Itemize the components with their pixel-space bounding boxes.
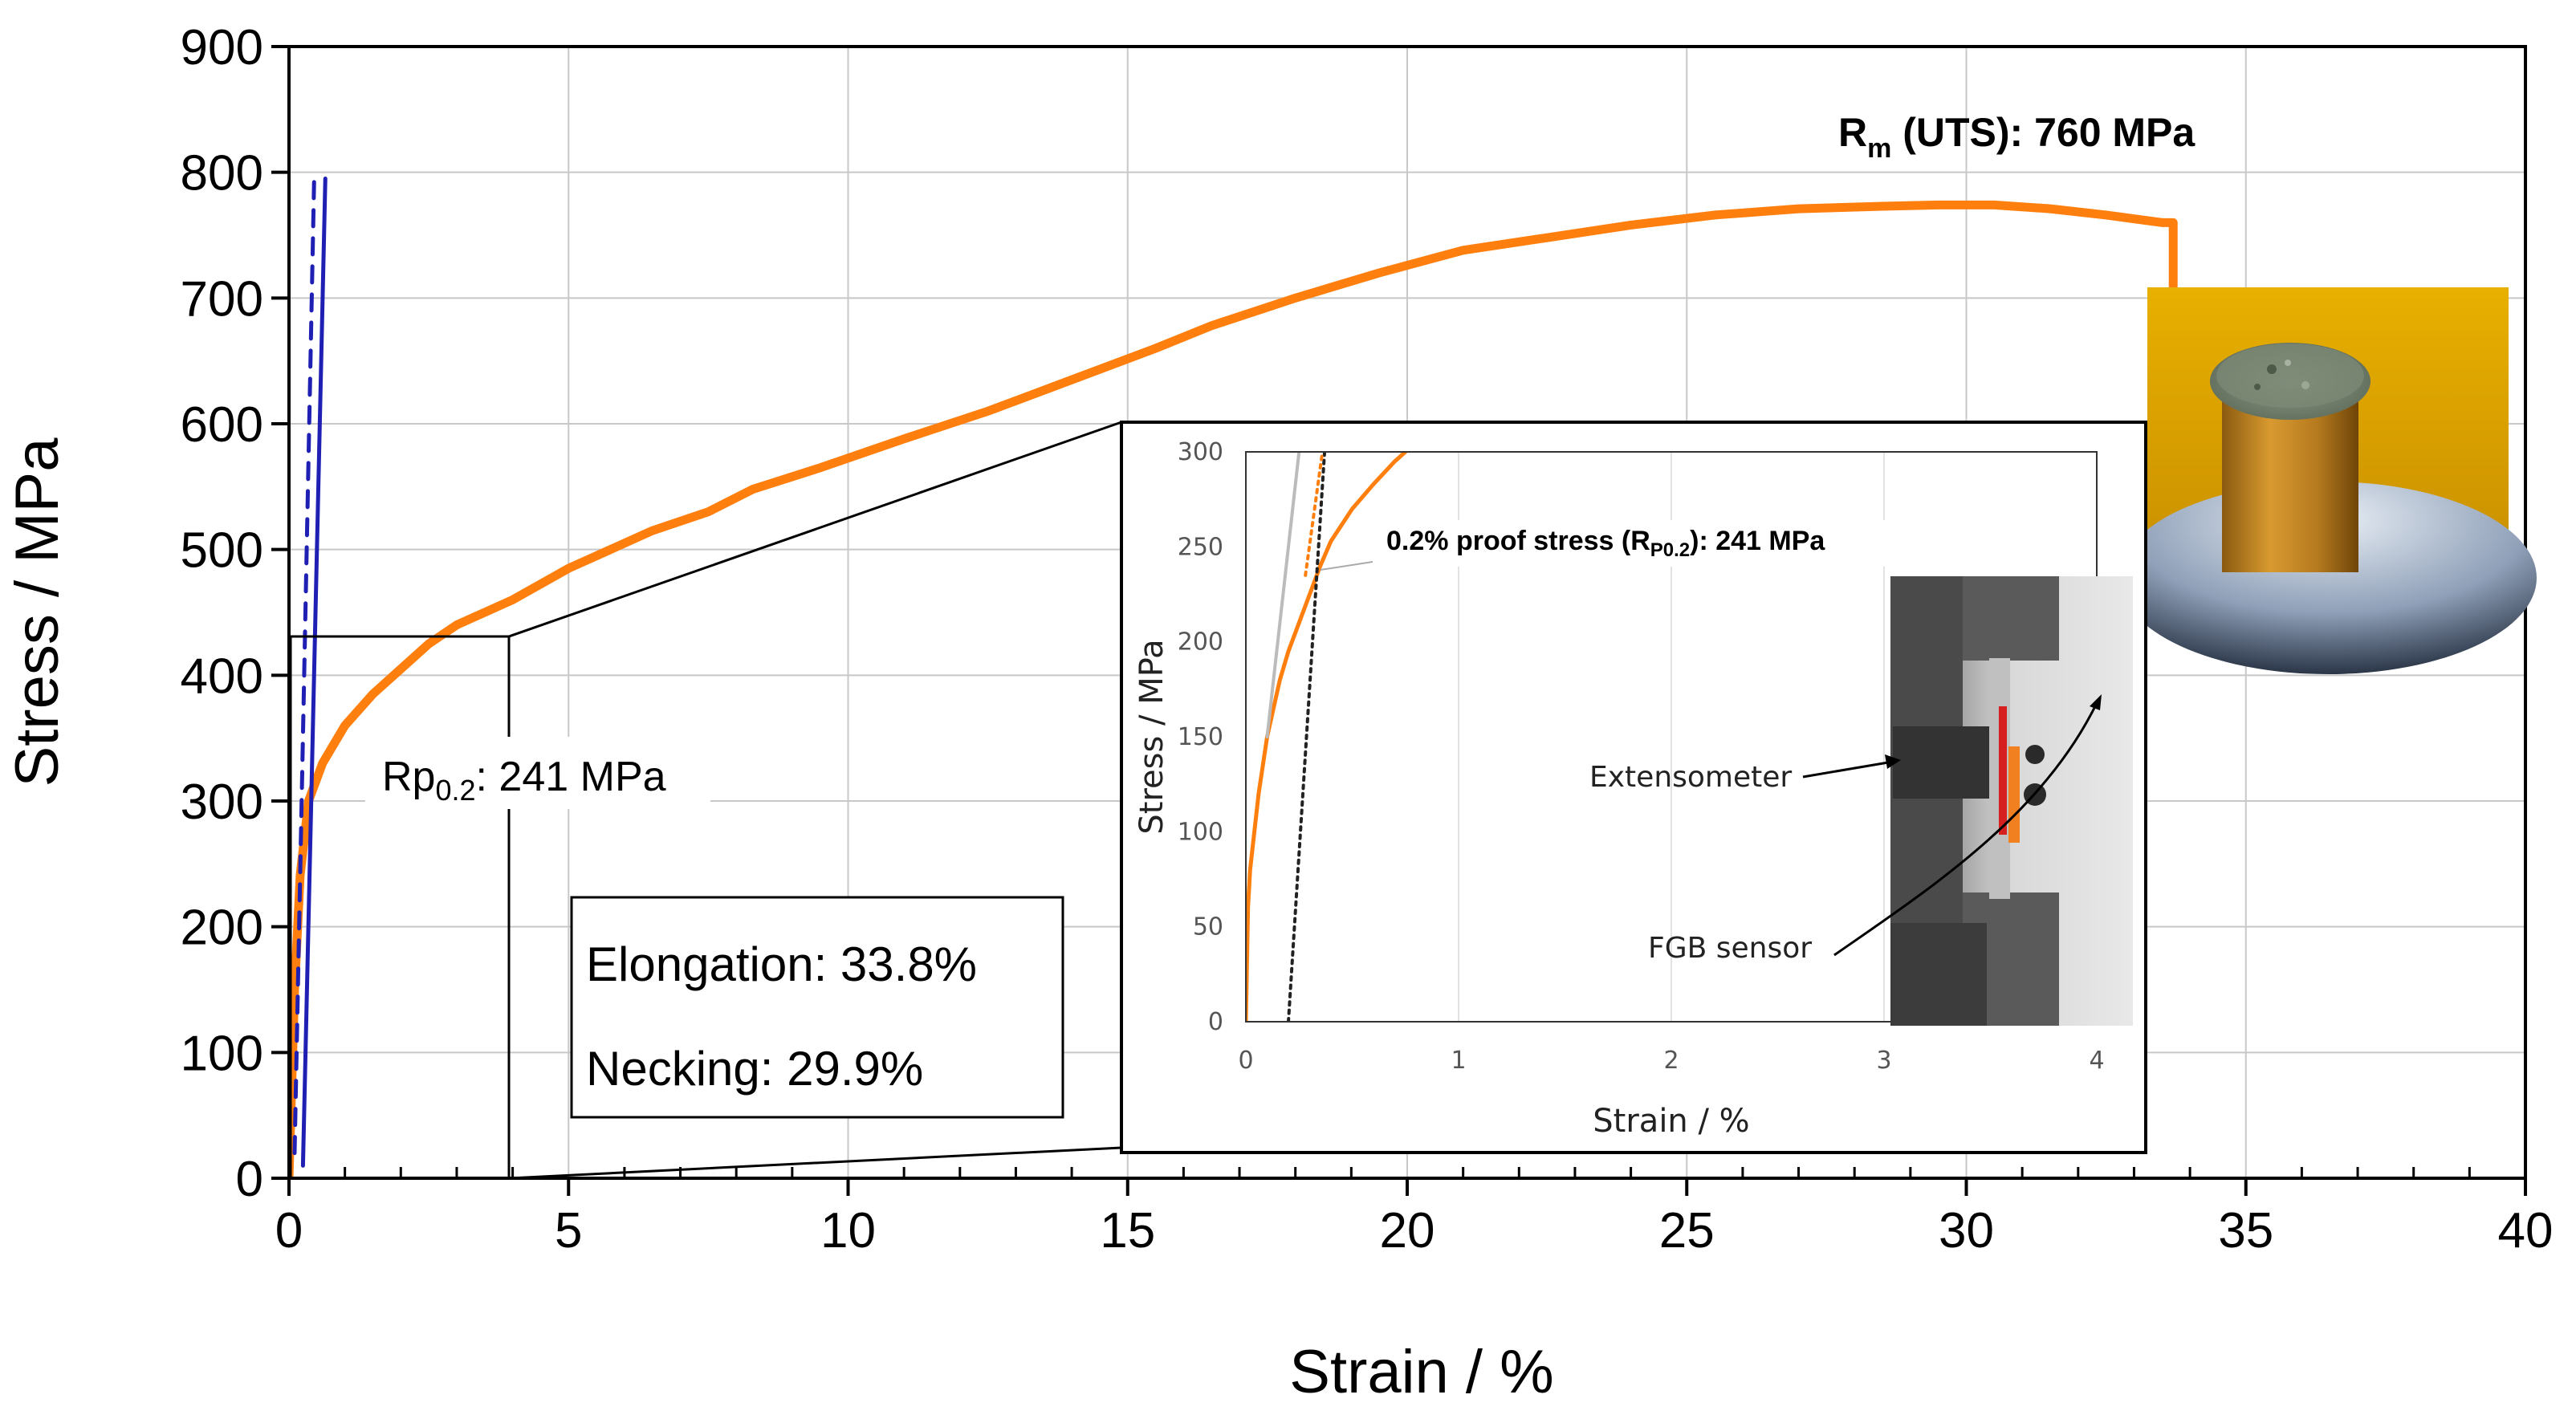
inset-series-line-0	[1246, 452, 1408, 1022]
uts-annotation: Rm (UTS): 760 MPa	[1838, 110, 2196, 164]
inset-y-tick-label: 100	[1178, 818, 1223, 846]
inset-x-tick-label: 2	[1663, 1047, 1679, 1075]
inset-series-line-2	[1304, 452, 1325, 577]
extensometer-label: Extensometer	[1589, 761, 1792, 794]
y-tick-label: 500	[181, 523, 263, 579]
y-tick-label: 700	[181, 271, 263, 327]
test-setup-photo	[1890, 576, 2133, 1026]
elongation-box	[570, 896, 1064, 1119]
x-tick-label: 5	[555, 1203, 582, 1258]
fgb-sensor-label: FGB sensor	[1648, 932, 1812, 965]
inset-x-tick-label: 4	[2089, 1047, 2104, 1075]
inset-y-tick-label: 200	[1178, 628, 1223, 657]
fgb-sensor-arrowhead	[2090, 694, 2102, 710]
main-series-line-0	[289, 200, 2178, 1178]
main-plot-frame	[287, 45, 2527, 1180]
x-tick-label: 35	[2218, 1203, 2273, 1258]
rp-label-bg	[365, 737, 710, 809]
proof-label-bg	[1377, 520, 1939, 567]
x-tick-label: 10	[820, 1203, 876, 1258]
inset-series	[1246, 452, 1408, 1022]
y-tick-label: 600	[181, 397, 263, 453]
proof-stress-annotation: 0.2% proof stress (RP0.2): 241 MPa	[1386, 526, 1825, 561]
main-series-line-2	[292, 177, 316, 1156]
y-tick-label: 0	[236, 1152, 263, 1207]
fgb-sensor-arrow	[1833, 705, 2097, 957]
y-tick-label: 400	[181, 649, 263, 704]
inset-y-tick-label: 300	[1178, 438, 1223, 466]
fracture-photo	[2119, 287, 2537, 674]
x-tick-label: 40	[2498, 1203, 2554, 1258]
y-tick-label: 300	[181, 775, 263, 830]
x-axis-title: Strain / %	[1289, 1338, 1553, 1406]
x-tick-label: 15	[1100, 1203, 1155, 1258]
y-tick-label: 900	[181, 20, 263, 75]
inset-x-tick-label: 1	[1451, 1047, 1466, 1075]
inset-x-tick-label: 0	[1238, 1047, 1253, 1075]
inset-x-axis-title: Strain / %	[1593, 1103, 1749, 1140]
proof-leader-line	[1320, 561, 1373, 571]
y-tick-label: 100	[181, 1026, 263, 1081]
inset-y-tick-label: 150	[1178, 723, 1223, 751]
elongation-label: Elongation: 33.8%	[586, 937, 977, 991]
main-series	[289, 177, 2178, 1178]
inset-x-tick-label: 3	[1876, 1047, 1891, 1075]
inset-series-line-1	[1287, 452, 1327, 1022]
x-tick-label: 30	[1939, 1203, 1994, 1258]
zoom-connector-bottom	[508, 1146, 1122, 1180]
inset-series-line-3	[1265, 452, 1301, 738]
inset-y-tick-label: 50	[1193, 913, 1223, 941]
y-tick-label: 200	[181, 901, 263, 956]
inset-y-tick-label: 0	[1208, 1008, 1223, 1036]
extensometer-arrowhead	[1885, 754, 1901, 769]
necking-label: Necking: 29.9%	[586, 1042, 923, 1096]
main-series-line-1	[300, 177, 328, 1168]
zoom-region-box	[289, 635, 511, 1180]
extensometer-arrow	[1802, 761, 1889, 779]
x-tick-label: 0	[275, 1203, 303, 1258]
inset-tick-labels: 0 1 2 3 4 0 50 100 150 200 250 300	[1178, 438, 2105, 1075]
zoom-connector-top	[508, 421, 1122, 638]
y-tick-label: 800	[181, 146, 263, 201]
rp-annotation: Rp0.2: 241 MPa	[382, 754, 666, 807]
inset-y-axis-title: Stress / MPa	[1133, 639, 1170, 834]
main-tick-labels: 0 5 10 15 20 25 30 35 40010020030040050060070080…	[181, 20, 2554, 1258]
x-tick-label: 20	[1380, 1203, 1435, 1258]
inset-y-tick-label: 250	[1178, 533, 1223, 561]
main-ticks	[271, 45, 2527, 1196]
y-axis-title: Stress / MPa	[3, 437, 71, 787]
x-tick-label: 25	[1659, 1203, 1715, 1258]
